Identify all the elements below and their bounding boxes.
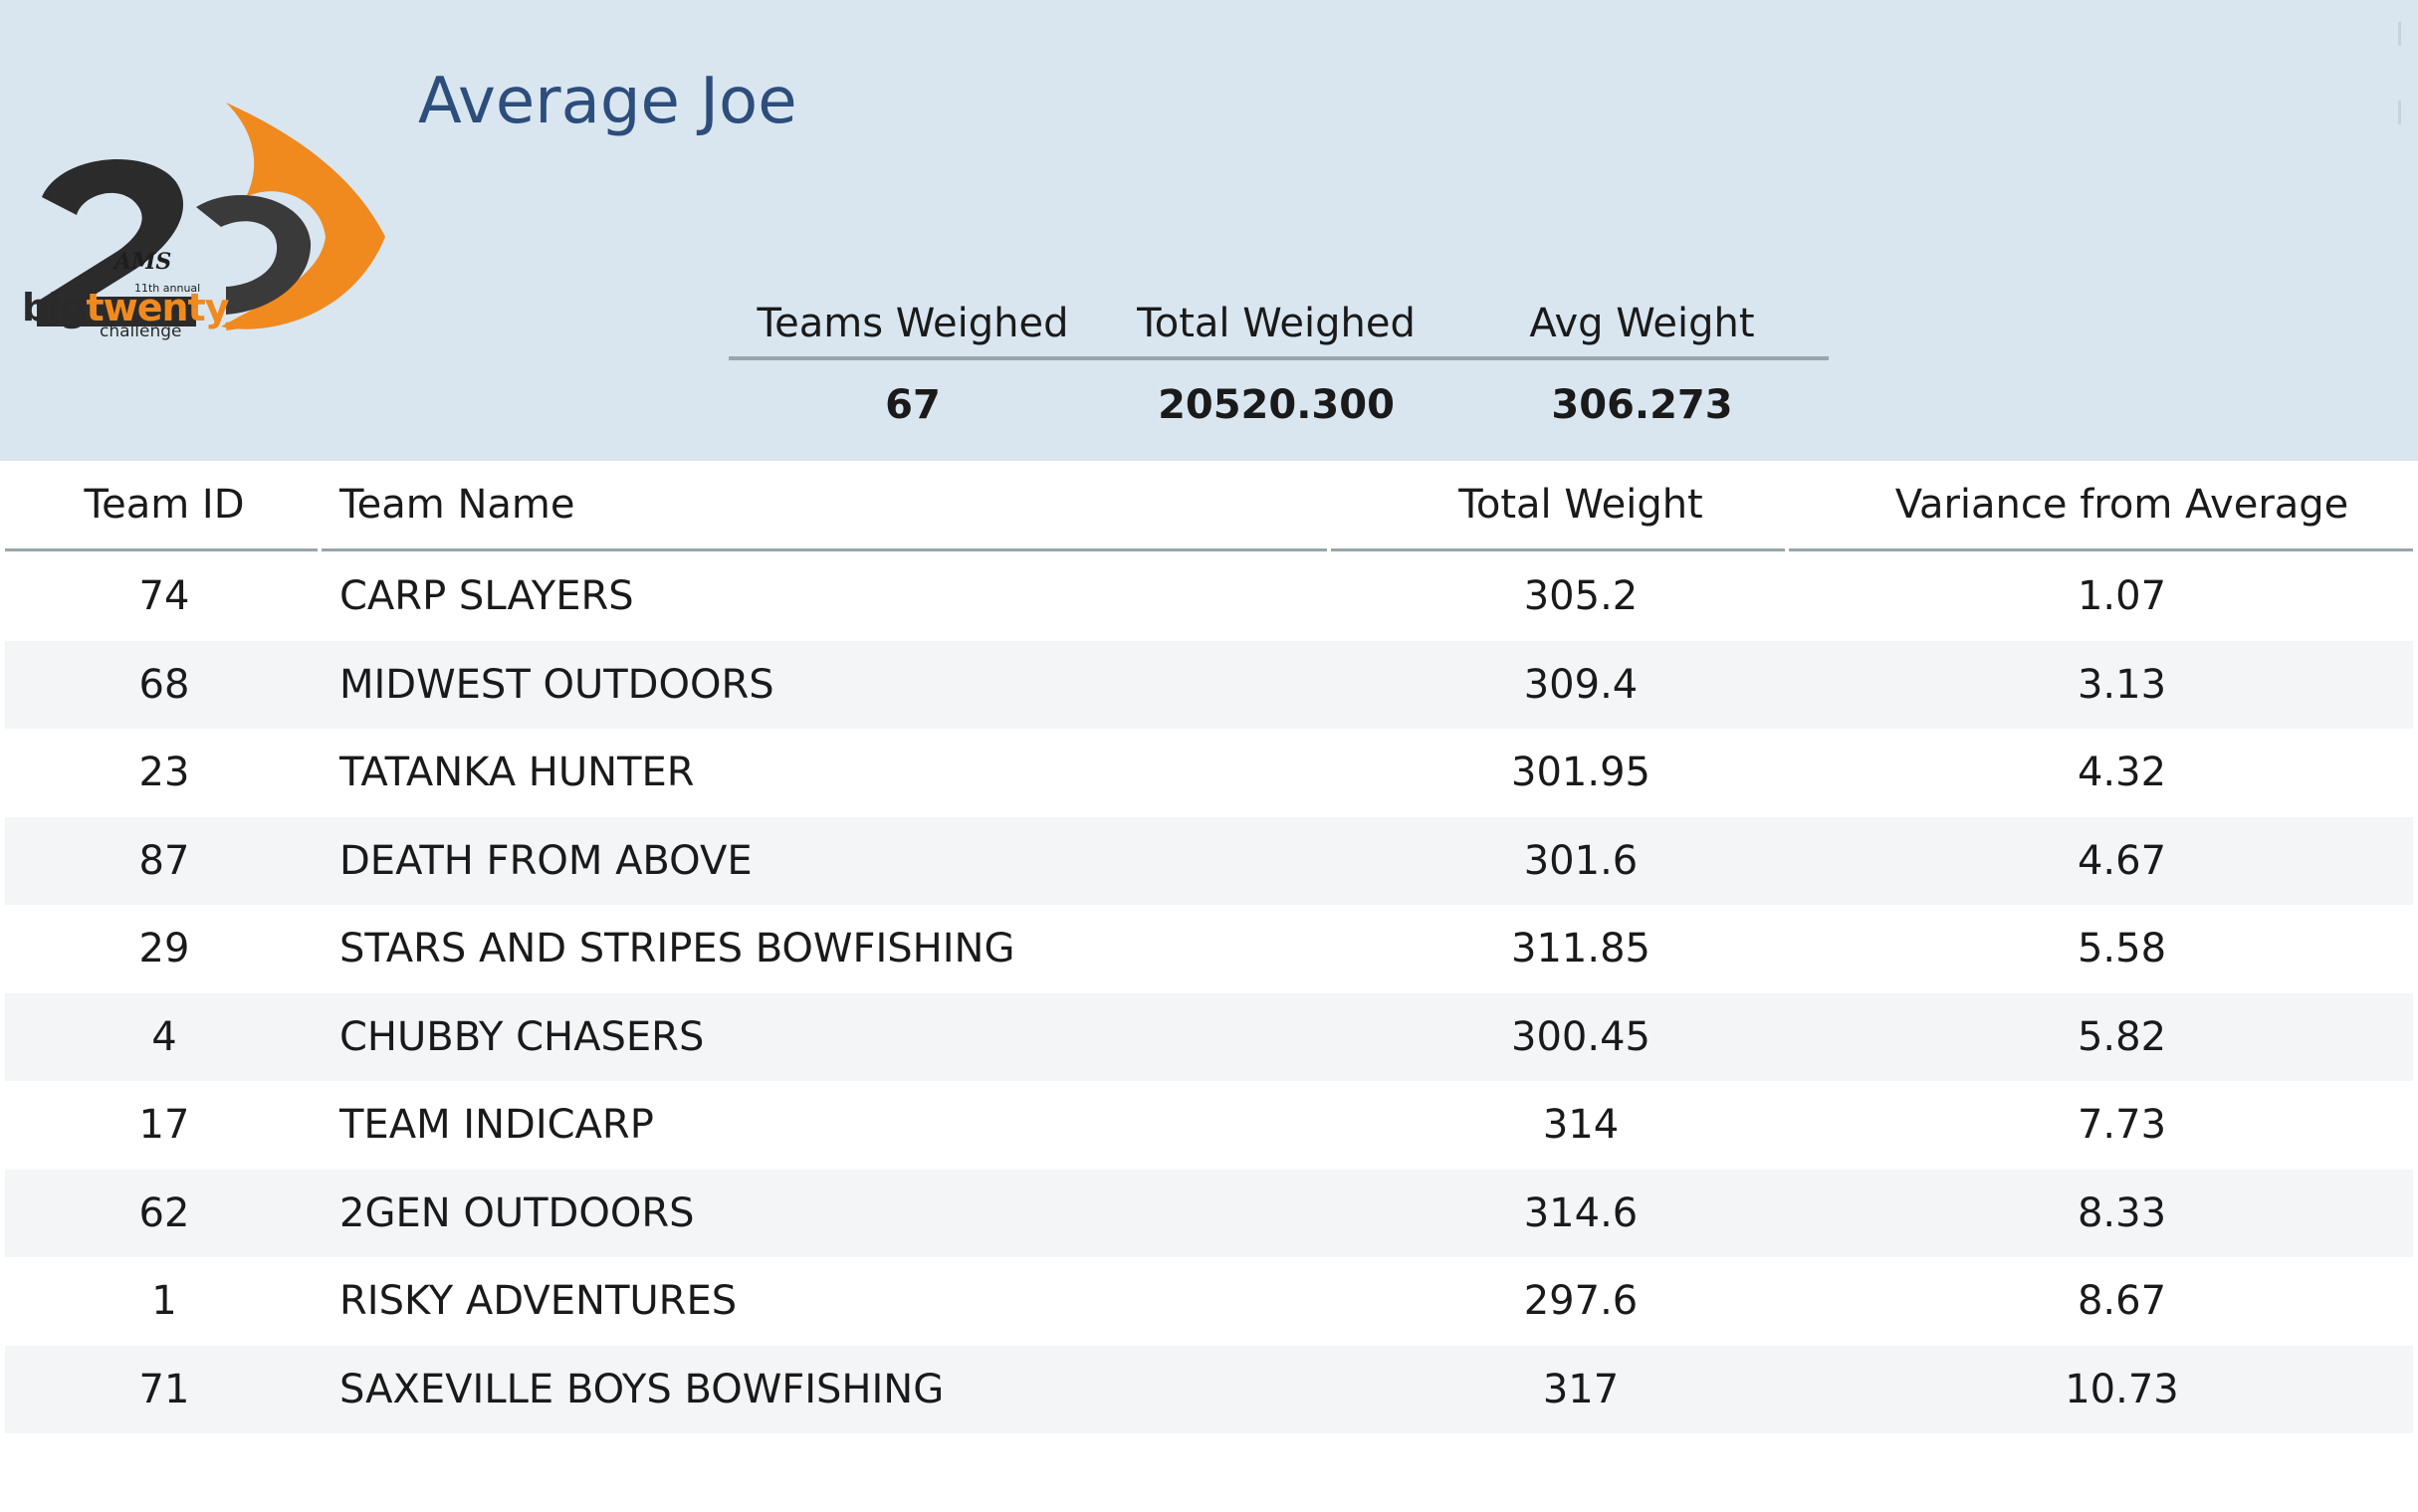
header-rule-id [5,548,318,551]
table-row: 87 DEATH FROM ABOVE 301.6 4.67 [5,816,2413,905]
team-id-cell: 71 [138,1366,190,1412]
variance-cell: 4.67 [2077,837,2167,884]
variance-cell: 3.13 [2077,661,2167,708]
column-header-total-weight: Total Weight [1458,482,1703,528]
total-weight-cell: 311.85 [1511,926,1650,972]
variance-cell: 5.58 [2077,926,2167,972]
team-name-cell: TEAM INDICARP [339,1102,654,1149]
table-row: 74 CARP SLAYERS 305.2 1.07 [5,552,2413,641]
summary-header-total-weighed: Total Weighed [1137,301,1416,346]
total-weight-cell: 300.45 [1511,1013,1650,1060]
total-weight-cell: 297.6 [1523,1278,1639,1325]
page-title: Average Joe [418,64,797,138]
logo-edition: 11th annual [134,282,201,295]
header-rule-name [322,548,1327,551]
team-id-cell: 1 [151,1278,177,1325]
variance-cell: 8.33 [2077,1189,2167,1236]
summary-value-total-weighed: 20520.300 [1158,382,1395,428]
summary-value-avg-weight: 306.273 [1551,382,1733,428]
big-twenty-logo [37,103,385,330]
table-row: 71 SAXEVILLE BOYS BOWFISHING 317 10.73 [5,1345,2413,1433]
summary-value-teams-weighed: 67 [885,382,941,428]
total-weight-cell: 301.6 [1523,837,1639,884]
team-id-cell: 29 [138,926,190,972]
total-weight-cell: 317 [1542,1366,1620,1412]
column-header-team-name: Team Name [339,482,575,528]
table-row: 1 RISKY ADVENTURES 297.6 8.67 [5,1257,2413,1346]
table-header-row: Team ID Team Name Total Weight Variance … [5,461,2413,548]
team-id-cell: 4 [151,1013,177,1060]
total-weight-cell: 314.6 [1523,1189,1639,1236]
team-name-cell: 2GEN OUTDOORS [339,1189,695,1236]
column-header-team-id: Team ID [84,482,245,528]
summary-value-row: 67 20520.300 306.273 [729,360,1829,450]
summary-table: Teams Weighed Total Weighed Avg Weight 6… [729,291,1829,450]
table-row: 29 STARS AND STRIPES BOWFISHING 311.85 5… [5,905,2413,993]
team-id-cell: 87 [138,837,190,884]
team-id-cell: 68 [138,661,190,708]
team-name-cell: RISKY ADVENTURES [339,1278,738,1325]
column-header-variance: Variance from Average [1894,482,2349,528]
team-id-cell: 62 [138,1189,190,1236]
team-name-cell: MIDWEST OUTDOORS [339,661,774,708]
logo-word-challenge: challenge [100,322,182,341]
team-name-cell: SAXEVILLE BOYS BOWFISHING [339,1366,945,1412]
team-id-cell: 23 [138,750,190,796]
table-row: 62 2GEN OUTDOORS 314.6 8.33 [5,1169,2413,1257]
table-body: 74 CARP SLAYERS 305.2 1.07 68 MIDWEST OU… [5,552,2413,1433]
variance-cell: 8.67 [2077,1278,2167,1325]
table-row: 68 MIDWEST OUTDOORS 309.4 3.13 [5,640,2413,729]
summary-header-teams-weighed: Teams Weighed [757,301,1069,346]
variance-cell: 5.82 [2077,1013,2167,1060]
team-name-cell: CHUBBY CHASERS [339,1013,705,1060]
team-name-cell: DEATH FROM ABOVE [339,837,753,884]
results-table: Team ID Team Name Total Weight Variance … [5,461,2413,1433]
table-row: 23 TATANKA HUNTER 301.95 4.32 [5,729,2413,817]
total-weight-cell: 305.2 [1523,573,1639,620]
team-name-cell: TATANKA HUNTER [339,750,695,796]
table-row: 4 CHUBBY CHASERS 300.45 5.82 [5,992,2413,1081]
variance-cell: 1.07 [2077,573,2167,620]
total-weight-cell: 309.4 [1523,661,1639,708]
logo-wordmark: bigtwenty [22,289,271,326]
summary-header-avg-weight: Avg Weight [1529,301,1755,346]
logo-word-twenty: twenty [86,286,229,329]
total-weight-cell: 301.95 [1511,750,1650,796]
table-row: 17 TEAM INDICARP 314 7.73 [5,1081,2413,1170]
logo-brand: AMS [114,249,172,275]
team-id-cell: 74 [138,573,190,620]
header-rule-weight [1331,548,1785,551]
report-header: AMS 11th annual bigtwenty challenge Aver… [0,0,2418,461]
variance-cell: 7.73 [2077,1102,2167,1149]
edge-decoration [2398,22,2404,151]
summary-header-row: Teams Weighed Total Weighed Avg Weight [729,291,1829,360]
team-id-cell: 17 [138,1102,190,1149]
variance-cell: 10.73 [2065,1366,2179,1412]
team-name-cell: STARS AND STRIPES BOWFISHING [339,926,1015,972]
team-name-cell: CARP SLAYERS [339,573,634,620]
total-weight-cell: 314 [1542,1102,1620,1149]
header-rule-variance [1789,548,2413,551]
variance-cell: 4.32 [2077,750,2167,796]
logo-word-big: big [22,286,87,329]
